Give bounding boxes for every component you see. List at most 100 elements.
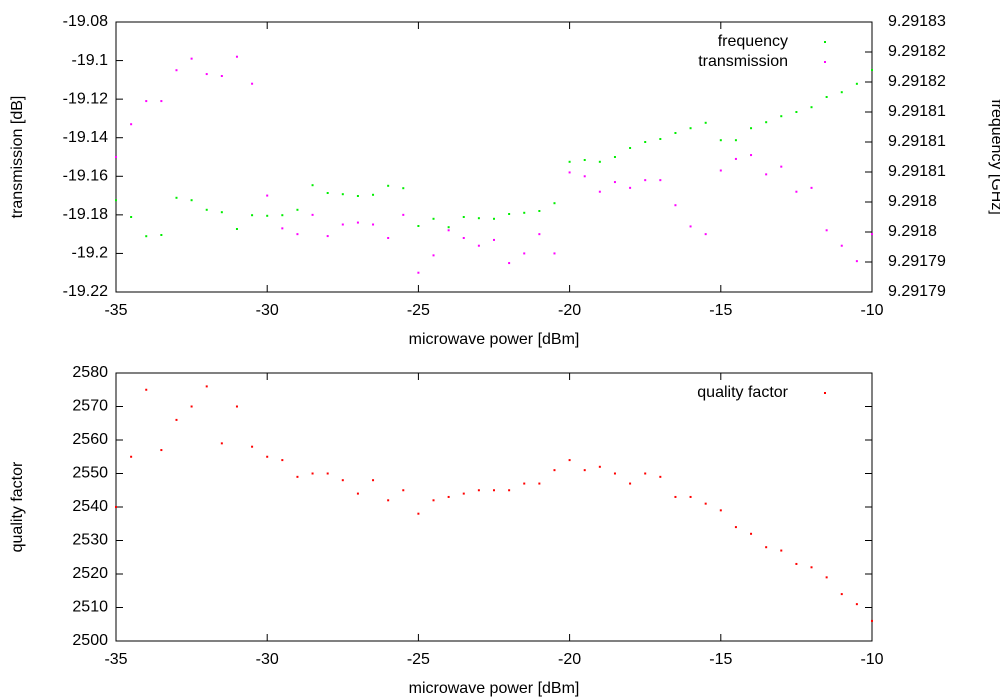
data-point xyxy=(810,566,813,569)
data-point xyxy=(523,252,526,255)
data-point xyxy=(220,211,223,214)
data-point xyxy=(372,193,375,196)
y2-tick-label: 9.29181 xyxy=(888,103,946,120)
data-point xyxy=(855,260,858,263)
data-point xyxy=(538,233,541,236)
data-point xyxy=(130,216,133,218)
data-point xyxy=(160,100,163,103)
y-tick-label: 2560 xyxy=(72,431,108,448)
data-point xyxy=(508,489,511,492)
data-point xyxy=(568,171,571,174)
data-point xyxy=(598,160,601,163)
data-point xyxy=(659,138,662,140)
y-tick-label: -19.16 xyxy=(63,168,108,185)
data-point xyxy=(598,465,601,468)
y-tick-label: 2520 xyxy=(72,565,108,582)
data-point xyxy=(750,127,753,130)
y2-tick-label: 9.29181 xyxy=(888,133,946,150)
data-point xyxy=(477,244,480,247)
data-point xyxy=(235,405,238,408)
data-point xyxy=(719,509,722,512)
data-point xyxy=(432,217,435,220)
plot-frame xyxy=(115,372,873,642)
y-tick-label: -19.22 xyxy=(63,283,108,300)
data-point xyxy=(689,225,692,228)
data-point xyxy=(326,192,329,194)
data-point xyxy=(296,233,299,236)
data-point xyxy=(402,187,405,190)
x-tick-label: -15 xyxy=(709,302,732,319)
data-point xyxy=(220,442,223,445)
data-point xyxy=(311,213,314,216)
data-point xyxy=(493,217,495,220)
data-point xyxy=(644,141,647,143)
data-point xyxy=(871,233,873,236)
data-point xyxy=(326,235,329,238)
data-point xyxy=(281,214,284,217)
data-point xyxy=(659,179,662,182)
data-point xyxy=(402,213,405,216)
y2-tick-label: 9.29181 xyxy=(888,163,946,180)
data-point xyxy=(644,179,647,182)
data-point xyxy=(825,96,828,98)
y-tick-label: -19.14 xyxy=(63,129,108,146)
data-point xyxy=(750,154,753,157)
data-point xyxy=(855,603,858,606)
data-point xyxy=(175,196,178,199)
data-point xyxy=(356,492,359,495)
data-point xyxy=(115,156,117,158)
data-point xyxy=(341,479,344,482)
data-point xyxy=(780,549,783,552)
data-point xyxy=(462,492,465,495)
data-point xyxy=(372,223,375,226)
data-point xyxy=(553,202,556,205)
y-tick-label: -19.2 xyxy=(72,245,109,262)
data-point xyxy=(825,229,828,232)
data-point xyxy=(734,139,737,142)
y-tick-label: 2580 xyxy=(72,364,108,381)
data-point xyxy=(583,175,586,178)
data-point xyxy=(130,123,133,126)
data-point xyxy=(235,55,238,58)
x-tick-label: -25 xyxy=(407,302,430,319)
x-tick-label: -20 xyxy=(558,651,581,668)
data-point xyxy=(160,234,163,236)
data-point xyxy=(251,214,254,217)
data-point xyxy=(160,449,163,452)
data-point xyxy=(629,482,632,485)
data-point xyxy=(341,223,344,226)
data-point xyxy=(266,194,269,197)
data-point xyxy=(734,157,737,160)
data-point xyxy=(235,228,238,230)
data-point xyxy=(251,445,254,448)
legend-marker xyxy=(824,392,826,394)
data-point xyxy=(523,211,526,214)
data-point xyxy=(417,512,420,515)
data-point xyxy=(372,479,375,482)
y-tick-label: -19.1 xyxy=(72,52,109,69)
data-point xyxy=(629,186,632,189)
data-point xyxy=(296,475,299,478)
data-point xyxy=(553,252,556,255)
y-tick-label: 2510 xyxy=(72,599,108,616)
data-point xyxy=(825,576,828,579)
data-point xyxy=(719,139,722,142)
data-point xyxy=(266,455,269,458)
data-point xyxy=(402,489,405,492)
data-point xyxy=(175,69,178,72)
data-point xyxy=(765,173,768,176)
data-point xyxy=(417,225,420,227)
y2-tick-label: 9.2918 xyxy=(888,223,937,240)
data-point xyxy=(493,489,495,492)
data-point xyxy=(840,593,843,596)
y-tick-label: -19.12 xyxy=(63,90,108,107)
data-point xyxy=(175,418,178,421)
x-axis-label: microwave power [dBm] xyxy=(409,680,580,697)
data-point xyxy=(190,57,193,60)
data-point xyxy=(704,502,707,505)
data-point xyxy=(644,472,647,475)
data-point xyxy=(462,237,465,239)
x-tick-label: -10 xyxy=(860,302,883,319)
data-point xyxy=(311,472,314,475)
data-point xyxy=(780,165,783,168)
